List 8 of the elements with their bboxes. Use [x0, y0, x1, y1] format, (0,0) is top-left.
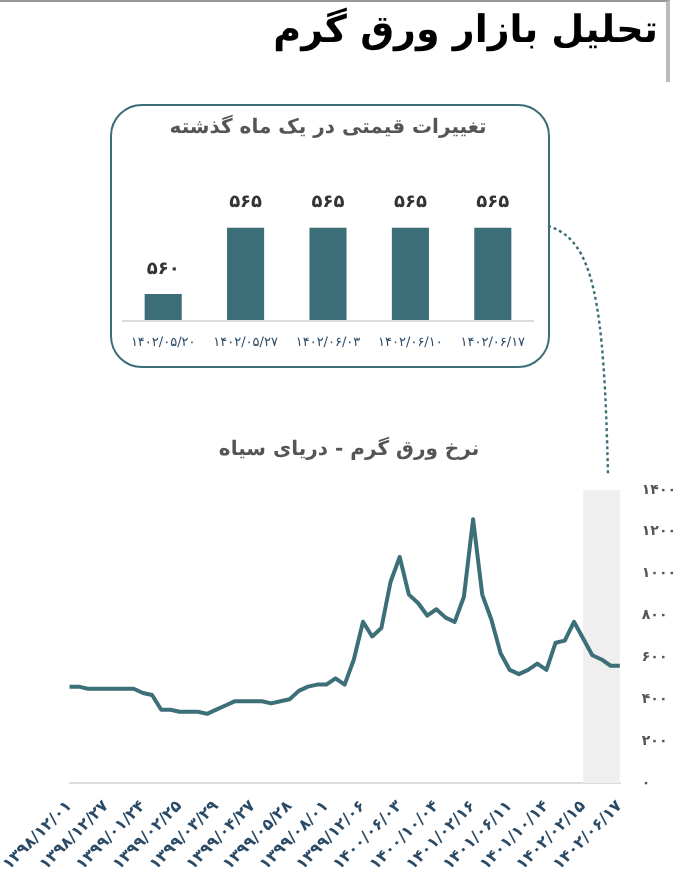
data-label: ۵۶۵	[393, 193, 428, 214]
data-label: ۵۶۵	[476, 193, 511, 214]
chart-title: نرخ ورق گرم - دریای سیاه	[218, 435, 480, 462]
text: تحلیل بازار ورق گرم	[273, 8, 658, 52]
data-label: ۵۶۵	[311, 193, 346, 214]
data-label: ۵۶۰	[146, 259, 180, 280]
data-label: ۵۶۵	[229, 193, 264, 214]
chart-title: تغییرات قیمتی در یک ماه گذشته	[169, 113, 487, 140]
